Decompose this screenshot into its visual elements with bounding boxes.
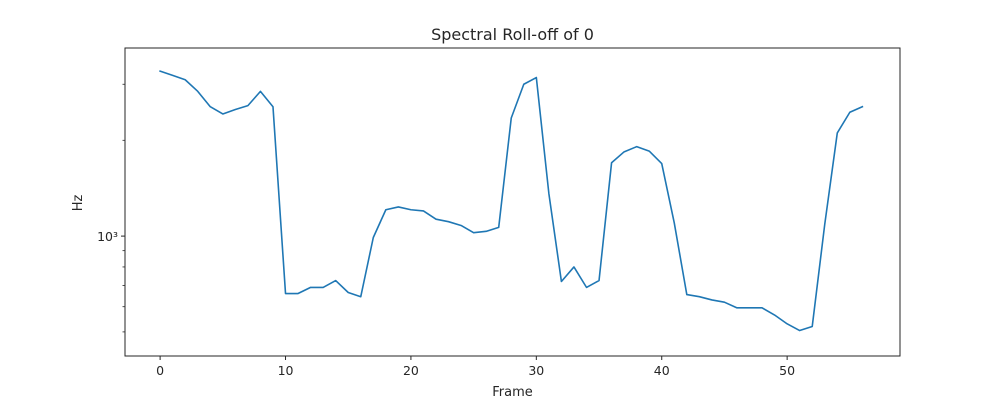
plot-frame [124,47,901,357]
x-tick-label: 50 [779,363,795,378]
x-tick-label: 30 [528,363,544,378]
chart-title: Spectral Roll-off of 0 [431,25,594,44]
plot-marks [159,70,864,332]
y-tick-label: 10³ [97,229,118,244]
axis-ticks: 0 10 20 30 40 50 10³ [97,83,795,378]
x-tick-label: 40 [654,363,670,378]
x-tick-label: 10 [278,363,294,378]
x-tick-label: 0 [156,363,164,378]
x-tick-label: 20 [403,363,419,378]
series-line [159,70,864,332]
y-axis-label: Hz [71,195,86,212]
x-axis-label: Frame [492,385,533,400]
